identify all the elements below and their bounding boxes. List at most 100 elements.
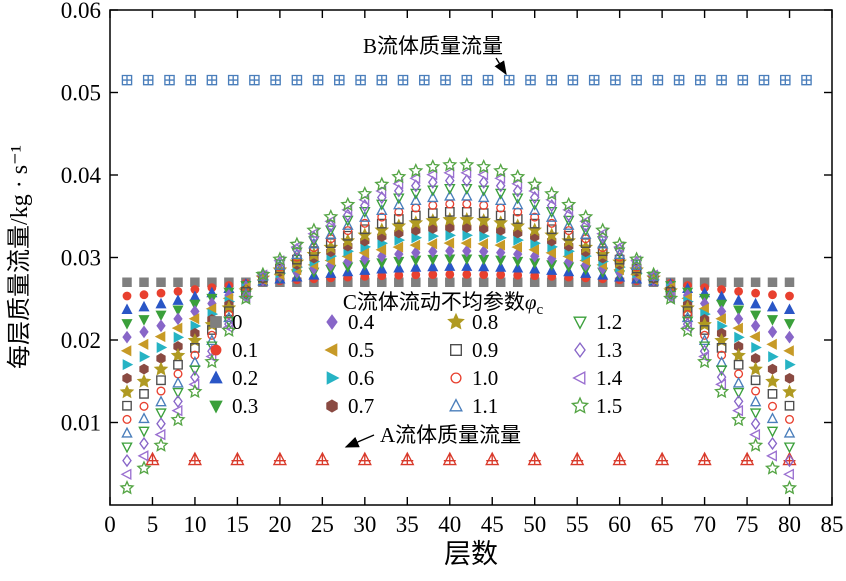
data-point-marker [459,212,475,226]
x-tick-label: 75 [736,512,759,537]
data-point-marker [784,330,795,344]
data-point-marker [578,208,594,224]
data-point-marker [444,189,456,201]
data-point-marker [189,356,201,367]
data-point-marker [717,350,727,360]
data-point-marker [768,290,777,300]
data-point-marker [393,184,404,198]
data-point-marker [357,451,372,466]
data-point-marker [477,168,489,181]
data-point-marker [153,437,169,452]
data-point-marker [154,428,166,441]
x-tick-label: 70 [693,512,716,537]
data-point-marker [136,460,152,475]
x-tick-label: 20 [268,512,291,537]
y-tick-label: 0.06 [61,0,101,23]
data-point-marker [783,303,796,315]
data-point-marker [445,199,455,209]
data-point-marker [122,291,132,301]
data-point-marker [137,338,149,350]
data-point-marker [751,288,761,298]
data-point-marker [343,226,353,236]
data-point-marker [137,450,149,462]
data-point-marker [325,225,337,237]
data-point-marker [479,270,489,280]
data-point-marker [334,74,345,86]
data-point-marker [139,363,149,375]
legend-item-label: 1.3 [596,338,622,362]
data-point-marker [172,294,184,305]
data-point-marker [697,451,712,466]
data-point-marker [189,365,201,377]
legend-title-phi-symbol: φ [525,290,537,314]
data-point-marker [120,468,132,481]
data-point-marker [750,417,761,431]
y-tick-label: 0.04 [61,163,102,188]
data-point-marker [766,450,777,462]
legend-title-main: C流体流动不均参数 [343,290,525,314]
legend-item-label: 1.4 [596,366,623,390]
legend-marker [450,372,462,384]
data-point-marker [767,277,778,288]
data-point-marker [511,198,524,210]
data-point-marker [716,299,728,311]
data-point-marker [156,288,166,298]
data-point-marker [749,395,762,407]
data-point-marker [461,173,472,188]
legend-items: 0 0.1 0.2 0.3 0.4 0.5 0.6 0.7 0.8 0.9 1.0 1.1 1.2 1.3… [209,310,623,418]
data-point-marker [120,345,132,357]
data-point-marker [740,451,755,466]
data-point-marker [597,246,608,256]
data-point-marker [393,198,405,210]
data-point-marker [511,178,523,190]
data-point-marker [461,74,473,86]
data-point-marker [410,194,422,206]
data-point-marker [138,300,150,312]
data-point-marker [312,74,324,86]
legend-item-0.4: 0.4 [326,310,375,334]
data-point-marker [122,330,132,344]
data-point-marker [477,185,490,197]
data-point-marker [205,350,217,363]
data-point-marker [359,224,370,235]
legend-item-1.1: 1.1 [449,394,498,418]
data-point-marker [170,411,186,427]
data-point-marker [155,395,167,407]
data-point-marker [588,74,600,86]
data-point-marker [410,261,422,272]
legend-item-0.8: 0.8 [447,310,498,334]
data-point-marker [221,322,237,337]
data-point-marker [781,480,798,495]
data-point-marker [570,451,585,466]
legend-item-1.3: 1.3 [574,338,622,362]
data-point-marker [359,207,371,218]
data-point-marker [731,411,747,427]
legend-marker [209,370,223,384]
data-point-marker [425,158,441,174]
legend-item-0.5: 0.5 [324,338,374,362]
data-point-marker [428,270,438,280]
data-point-marker [411,277,421,288]
data-point-marker [749,408,762,420]
data-point-marker [121,303,133,315]
data-point-marker [716,290,728,302]
data-point-marker [391,168,407,184]
data-point-marker [545,210,558,222]
data-point-marker [768,351,779,363]
x-tick-label: 25 [311,512,334,537]
data-point-marker [547,218,557,228]
data-point-marker [766,426,779,438]
data-point-marker [377,212,387,222]
data-point-marker [445,269,455,279]
x-tick-label: 60 [608,512,631,537]
data-point-marker [733,394,744,409]
data-point-marker [155,310,167,322]
data-point-marker [230,451,245,466]
annotation-a-arrow [344,434,375,448]
data-point-marker [156,386,166,396]
data-point-marker [392,241,404,253]
data-point-marker [462,199,472,209]
data-point-marker [156,277,166,288]
data-point-marker [478,277,489,288]
x-tick-label: 80 [778,512,801,537]
